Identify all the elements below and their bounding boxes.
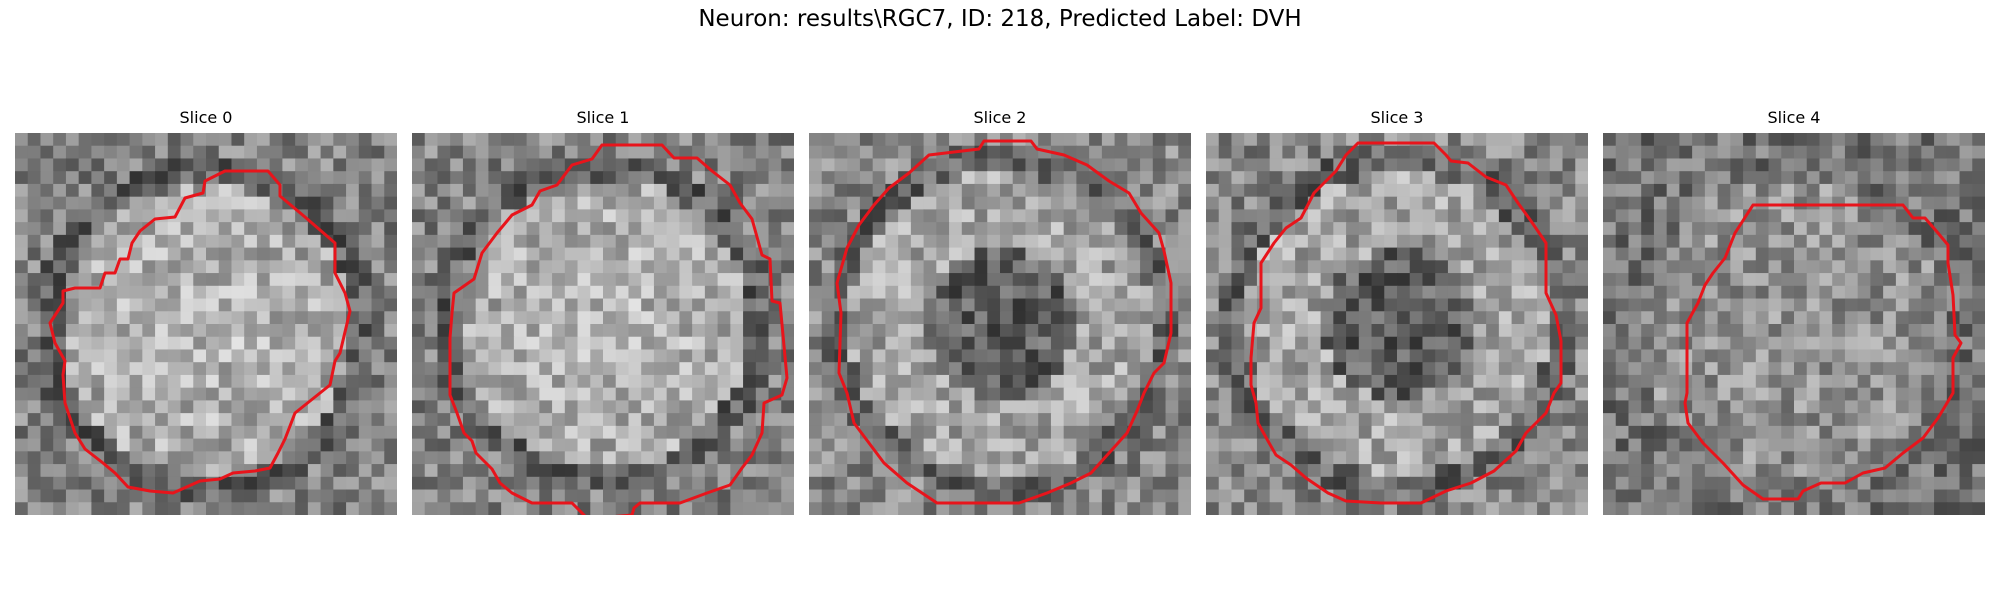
neuron-contour-3 (1249, 141, 1563, 505)
slice-title-4: Slice 4 (1767, 108, 1821, 127)
slice-image-1 (412, 133, 794, 515)
neuron-contour-1 (448, 143, 789, 515)
slice-title-1: Slice 1 (576, 108, 630, 127)
slice-panel-2: Slice 2 (809, 107, 1191, 515)
slice-pixels-2 (809, 133, 1191, 515)
slice-pixels-3 (1206, 133, 1588, 515)
neuron-contour-2 (835, 139, 1173, 505)
slice-panel-4: Slice 4 (1603, 107, 1985, 515)
slice-pixels-0 (15, 133, 397, 515)
slice-image-2 (809, 133, 1191, 515)
slice-image-0 (15, 133, 397, 515)
slice-title-0: Slice 0 (179, 108, 233, 127)
slice-image-3 (1206, 133, 1588, 515)
slice-pixels-4 (1603, 133, 1985, 515)
slice-image-4 (1603, 133, 1985, 515)
slice-panel-1: Slice 1 (412, 107, 794, 515)
slice-panel-3: Slice 3 (1206, 107, 1588, 515)
figure-title: Neuron: results\RGC7, ID: 218, Predicted… (698, 6, 1302, 32)
neuron-contour-4 (1683, 203, 1963, 501)
slice-title-3: Slice 3 (1370, 108, 1424, 127)
slice-panel-0: Slice 0 (15, 107, 397, 515)
slice-title-2: Slice 2 (973, 108, 1027, 127)
slice-pixels-1 (412, 133, 794, 515)
neuron-contour-0 (48, 169, 352, 495)
